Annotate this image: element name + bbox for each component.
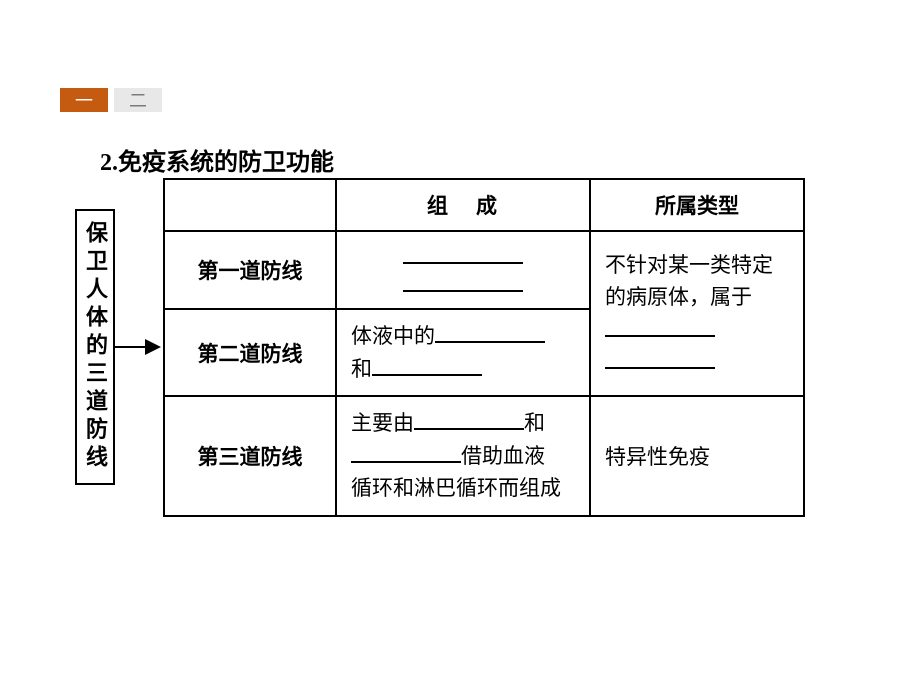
- row3-d: 循环和淋巴循环而组成: [351, 476, 561, 500]
- row2-prefix: 体液中的: [351, 324, 435, 348]
- header-type: 所属类型: [590, 179, 804, 231]
- tab-two[interactable]: 二: [114, 88, 162, 112]
- fill-blank: [403, 242, 523, 264]
- row1-name: 第一道防线: [164, 231, 336, 309]
- vertical-label: 保卫人体的三道防线: [84, 221, 106, 473]
- table-row: 第三道防线 主要由 和 借助血液 循环和淋巴循环而组成 特异性免疫: [164, 396, 804, 516]
- fill-blank: [605, 315, 715, 337]
- row3-type: 特异性免疫: [590, 396, 804, 516]
- row3-a: 主要由: [351, 411, 414, 435]
- defense-diagram: 保卫人体的三道防线 组成 所属类型 第一道防线 不针对某一类特定的病原体，属于 …: [75, 178, 805, 517]
- heading-number: 2.: [100, 150, 118, 176]
- fill-blank: [351, 441, 461, 463]
- defense-table: 组成 所属类型 第一道防线 不针对某一类特定的病原体，属于 第二道防线 体液中的…: [163, 178, 805, 517]
- row3-c: 借助血液: [461, 444, 545, 468]
- fill-blank: [372, 354, 482, 376]
- row2-and: 和: [351, 357, 372, 381]
- header-blank: [164, 179, 336, 231]
- fill-blank: [605, 347, 715, 369]
- section-heading: 2.免疫系统的防卫功能: [100, 142, 334, 177]
- header-composition: 组成: [336, 179, 590, 231]
- row3-b: 和: [524, 411, 545, 435]
- tab-one[interactable]: 一: [60, 88, 108, 112]
- fill-blank: [403, 270, 523, 292]
- table-header-row: 组成 所属类型: [164, 179, 804, 231]
- row12-type: 不针对某一类特定的病原体，属于: [590, 231, 804, 396]
- table-row: 第一道防线 不针对某一类特定的病原体，属于: [164, 231, 804, 309]
- type12-text-a: 不针对某一类特定的病原体，属于: [605, 253, 773, 310]
- fill-blank: [414, 408, 524, 430]
- heading-text: 免疫系统的防卫功能: [118, 150, 334, 176]
- row1-composition: [336, 231, 590, 309]
- vertical-label-box: 保卫人体的三道防线: [75, 209, 115, 485]
- row2-composition: 体液中的 和: [336, 309, 590, 396]
- tab-bar: 一 二: [60, 88, 162, 112]
- arrow-icon: [115, 346, 163, 348]
- row2-name: 第二道防线: [164, 309, 336, 396]
- row3-name: 第三道防线: [164, 396, 336, 516]
- row3-composition: 主要由 和 借助血液 循环和淋巴循环而组成: [336, 396, 590, 516]
- fill-blank: [435, 321, 545, 343]
